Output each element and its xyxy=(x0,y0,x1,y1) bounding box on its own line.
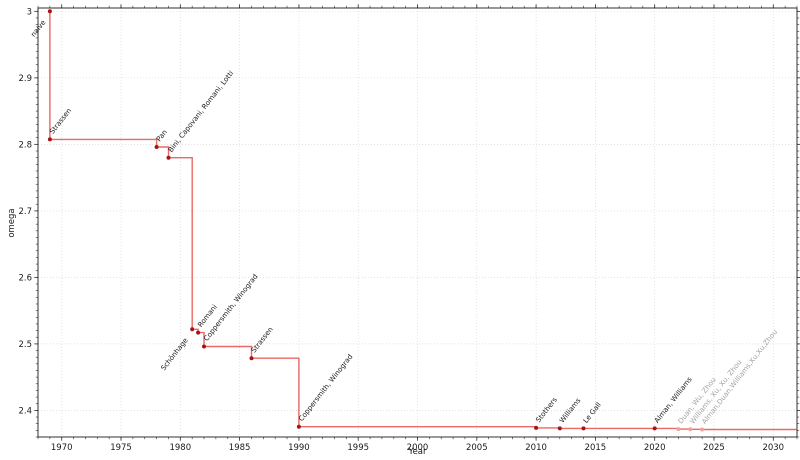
y-tick-label: 2.6 xyxy=(18,273,32,283)
point-label: Strassen xyxy=(48,107,73,136)
x-tick-label: 2020 xyxy=(644,443,666,453)
x-tick-label: 2000 xyxy=(407,443,429,453)
data-point xyxy=(47,9,52,14)
data-point xyxy=(166,155,171,160)
data-point xyxy=(652,426,657,431)
point-label: Stothers xyxy=(534,396,559,424)
data-point xyxy=(154,145,159,149)
x-tick-label: 1990 xyxy=(288,443,310,453)
y-tick-label: 2.7 xyxy=(18,207,32,217)
data-point xyxy=(581,426,586,431)
x-tick-label: 1995 xyxy=(347,443,369,453)
x-tick-label: 1970 xyxy=(51,443,73,453)
y-axis-label: omega xyxy=(7,208,17,238)
data-point xyxy=(249,356,254,361)
data-point xyxy=(47,137,52,142)
data-point xyxy=(534,425,539,430)
y-tick-label: 2.9 xyxy=(18,74,32,84)
data-point xyxy=(557,426,562,431)
x-tick-label: 2025 xyxy=(703,443,725,453)
data-point xyxy=(676,427,681,432)
x-tick-label: 1975 xyxy=(110,443,132,453)
y-tick-label: 3 xyxy=(27,7,32,17)
data-point xyxy=(190,327,195,332)
y-tick-label: 2.4 xyxy=(18,406,32,416)
x-tick-label: 2010 xyxy=(525,443,547,453)
point-label: Bini, Capovani, Romani, Lotti xyxy=(167,69,236,154)
data-point xyxy=(202,344,206,349)
data-point xyxy=(196,330,201,335)
x-tick-label: 1980 xyxy=(169,443,191,453)
x-tick-label: 2005 xyxy=(466,443,488,453)
x-tick-label: 2030 xyxy=(762,443,784,453)
point-label: Le Gall xyxy=(582,401,603,425)
x-axis-label: Year xyxy=(408,447,427,457)
x-tick-label: 2015 xyxy=(585,443,607,453)
x-tick-label: 1985 xyxy=(229,443,251,453)
omega-step-line xyxy=(49,11,797,431)
point-label: Schönhage xyxy=(159,337,189,373)
data-point xyxy=(700,427,705,432)
plot-border xyxy=(37,7,798,438)
point-label: Williams, Xu, Xu, Zhou xyxy=(689,358,744,425)
point-label: Pan xyxy=(155,128,169,143)
data-point xyxy=(296,424,301,429)
point-label: Strassen xyxy=(250,326,275,355)
data-point xyxy=(688,427,693,432)
point-label: Coppersmith, Winograd xyxy=(297,353,354,423)
y-tick-label: 2.5 xyxy=(18,340,32,350)
y-tick-label: 2.8 xyxy=(18,140,32,150)
